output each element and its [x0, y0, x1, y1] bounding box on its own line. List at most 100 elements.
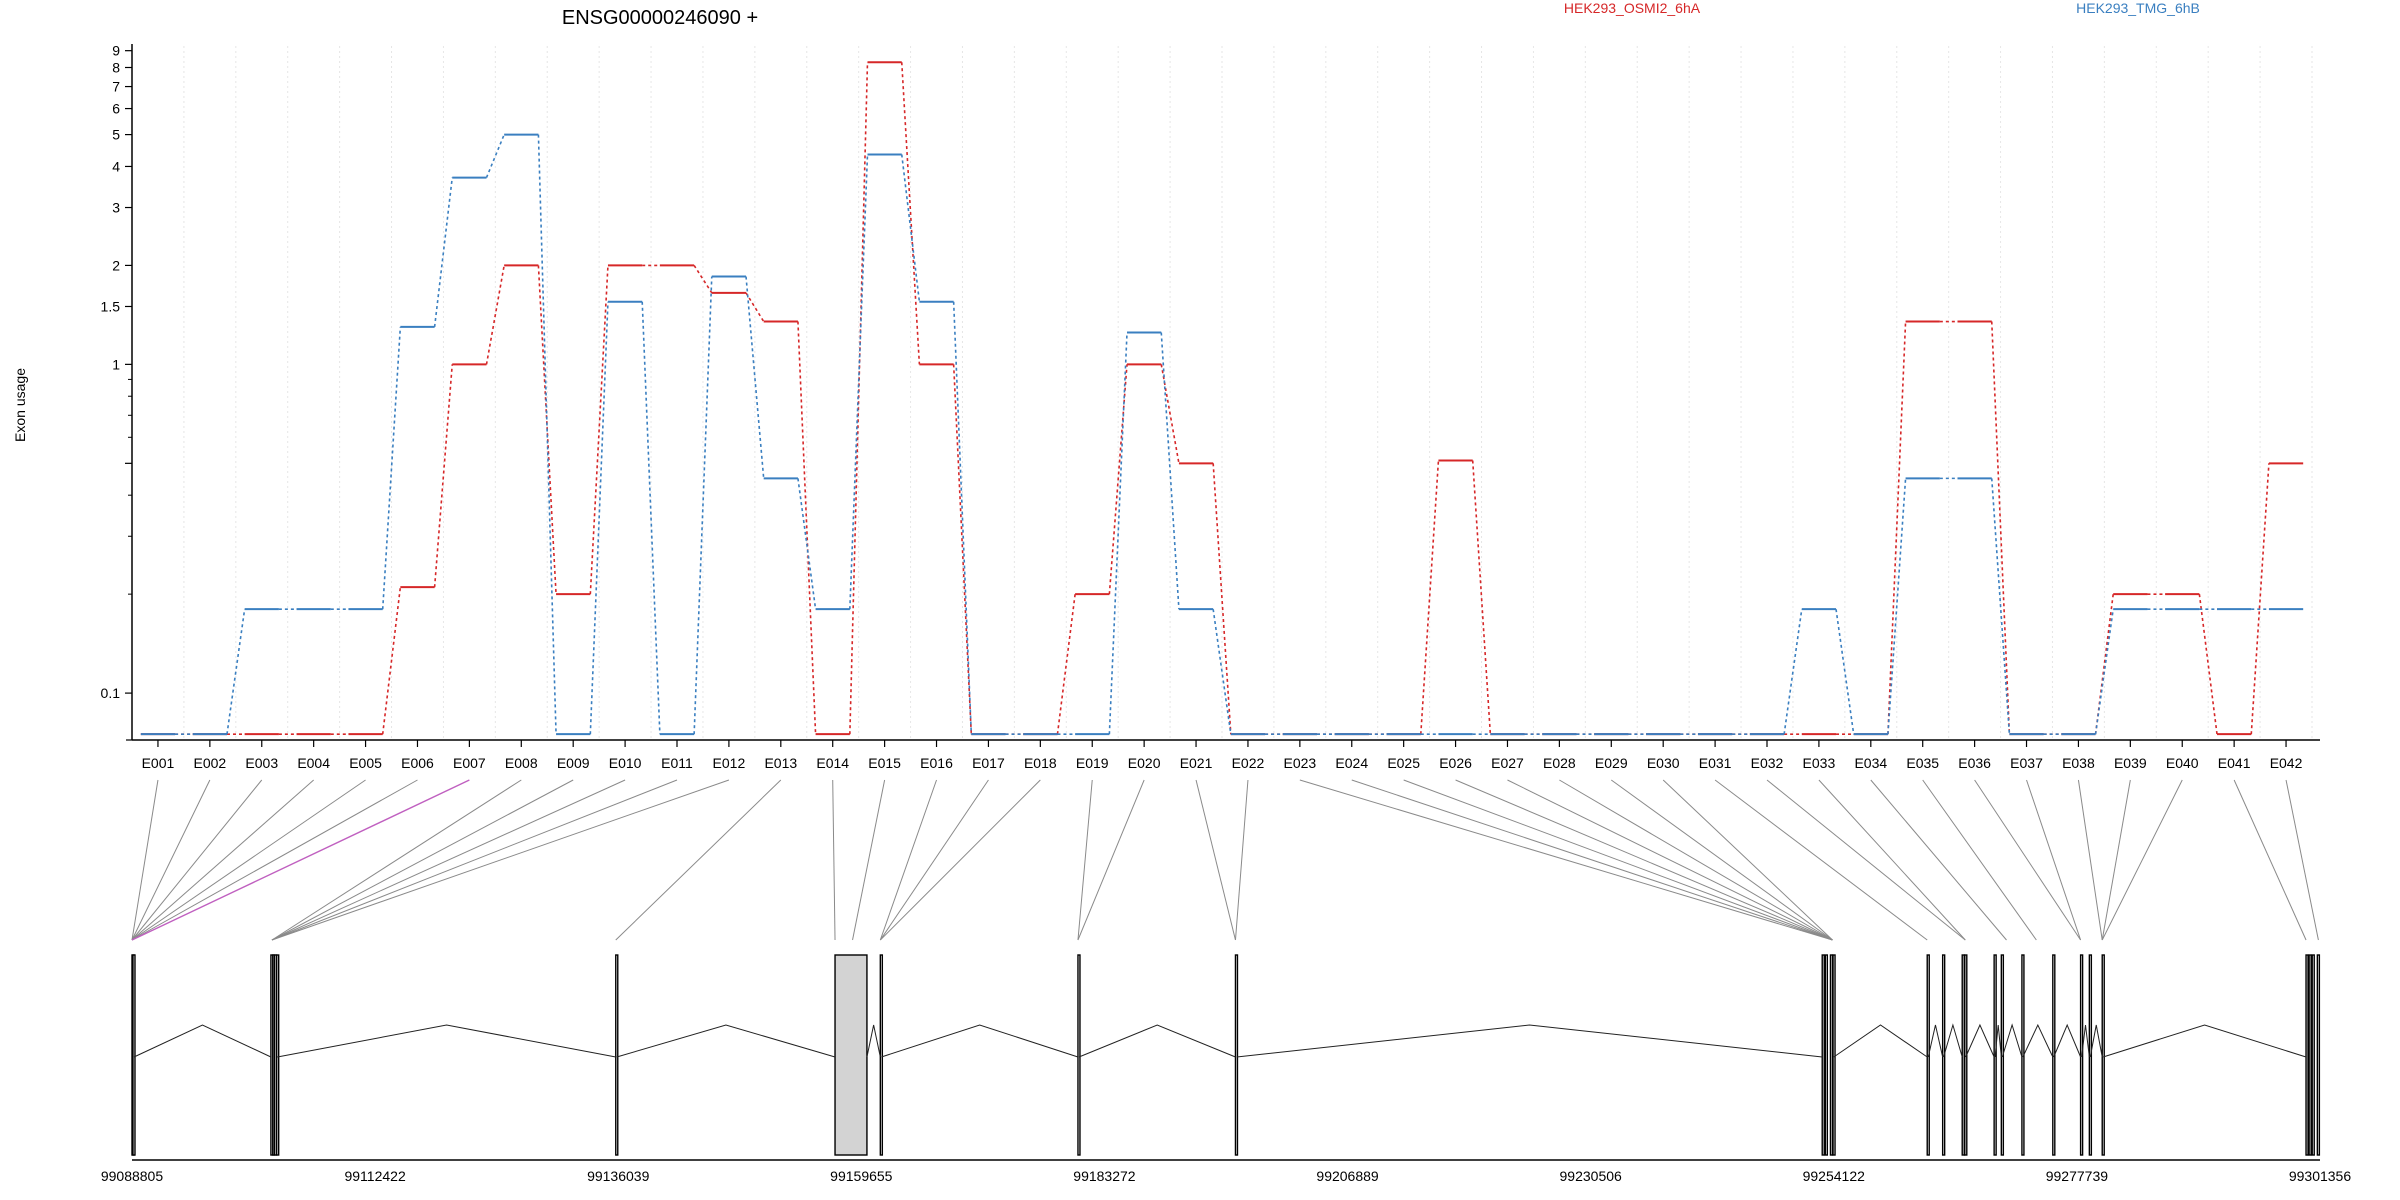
x-tick-label-e024: E024	[1335, 755, 1368, 771]
gene-model-panel: 99088805 99112422 99136039 99159655 99183272…	[101, 779, 2351, 1184]
usage-connector	[1056, 594, 1076, 735]
x-tick-label-e015: E015	[868, 755, 901, 771]
intron-line	[1943, 1023, 1963, 1058]
exon-link-line	[271, 779, 730, 941]
exon-block	[1821, 954, 1825, 1156]
usage-connector	[1160, 364, 1180, 464]
intron-line	[2089, 1024, 2103, 1058]
genomic-coordinate-label: 99230506	[1560, 1168, 1623, 1184]
intron-line	[1994, 1024, 2002, 1058]
usage-connector	[1887, 478, 1907, 735]
usage-connector	[485, 134, 505, 178]
exon-link-line	[1714, 779, 1928, 941]
x-tick-label-e038: E038	[2062, 755, 2095, 771]
exon-link-line	[131, 779, 263, 941]
exon-link-line	[615, 779, 782, 941]
intron-line	[2053, 1023, 2082, 1058]
y-tick-label: 8	[112, 59, 120, 75]
genomic-coordinate-label: 99206889	[1316, 1168, 1379, 1184]
x-tick-label-e036: E036	[1958, 755, 1991, 771]
intron-line	[277, 1024, 616, 1058]
y-tick-label: 0.1	[101, 685, 121, 701]
exon-block	[879, 954, 884, 1156]
legend-entry-series-b: HEK293_TMG_6hB	[2076, 0, 2200, 16]
x-tick-label-e008: E008	[505, 755, 538, 771]
x-tick-label-e011: E011	[661, 755, 693, 771]
genomic-coordinate-label: 99183272	[1073, 1168, 1136, 1184]
exon-block	[1961, 954, 1965, 1156]
usage-connector	[1887, 321, 1907, 735]
x-tick-label-e040: E040	[2166, 755, 2199, 771]
usage-connector	[2250, 463, 2270, 735]
y-tick-label: 9	[112, 43, 120, 59]
x-tick-label-e009: E009	[557, 755, 590, 771]
genomic-coordinate-label: 99254122	[1803, 1168, 1866, 1184]
x-tick-label-e030: E030	[1647, 755, 1680, 771]
x-tick-label-e007: E007	[453, 755, 486, 771]
x-tick-label-e003: E003	[245, 755, 278, 771]
series-b	[140, 133, 2304, 736]
intron-line	[1833, 1024, 1928, 1058]
exon-link-line	[1077, 779, 1093, 941]
x-tick-label-e002: E002	[194, 755, 227, 771]
usage-connector	[641, 301, 661, 735]
x-tick-label-e019: E019	[1076, 755, 1109, 771]
intron-line	[866, 1024, 881, 1058]
exon-link-line	[271, 779, 522, 941]
exon-link-line	[1234, 779, 1249, 941]
x-tick-label-e020: E020	[1128, 755, 1161, 771]
y-tick-label: 5	[112, 127, 120, 143]
exon-link-line	[2101, 779, 2183, 941]
x-tick-label-e033: E033	[1803, 755, 1836, 771]
exon-link-line	[879, 779, 1041, 941]
intron-line	[2022, 1023, 2054, 1058]
exon-link-line	[1766, 779, 1966, 941]
intron-line	[1078, 1024, 1236, 1058]
exon-link-line	[879, 779, 937, 941]
usage-connector	[589, 301, 609, 735]
usage-connector	[2198, 594, 2218, 735]
exon-link-line	[2026, 779, 2082, 941]
usage-connector	[693, 264, 713, 294]
exon-link-line	[2285, 779, 2319, 941]
x-tick-label-e026: E026	[1439, 755, 1472, 771]
usage-connector	[745, 276, 765, 479]
usage-connector	[433, 364, 454, 588]
usage-connector	[1212, 463, 1232, 735]
intron-line	[1236, 1024, 1823, 1058]
genomic-coordinate-label: 99112422	[344, 1168, 405, 1184]
x-tick-label-e018: E018	[1024, 755, 1057, 771]
x-tick-label-e034: E034	[1854, 755, 1887, 771]
intron-line	[1965, 1023, 1995, 1058]
usage-connector	[797, 321, 817, 735]
usage-connector	[381, 326, 402, 610]
x-tick-label-e022: E022	[1232, 755, 1265, 771]
y-tick-label: 1	[112, 356, 120, 372]
usage-connector	[1471, 460, 1492, 735]
x-tick-label-e006: E006	[401, 755, 434, 771]
exon-block	[132, 954, 136, 1156]
y-tick-label: 6	[112, 101, 120, 117]
legend-entry-series-a: HEK293_OSMI2_6hA	[1564, 0, 1701, 16]
usage-connector	[1990, 478, 2011, 735]
plot-area: 0.1 1 1.5 2 3 4 5 6 7 89 E001 E002 E003 E004 E005 E006 E…	[101, 43, 2320, 771]
exon-link-line	[2101, 779, 2131, 941]
x-tick-label-e013: E013	[764, 755, 797, 771]
exon-link-line	[1507, 779, 1833, 941]
chart-title: ENSG00000246090 +	[562, 7, 758, 29]
exon-block	[2316, 954, 2321, 1156]
usage-connector	[1108, 332, 1128, 735]
exon-block	[1077, 954, 1081, 1156]
exon-block	[1832, 954, 1836, 1156]
x-tick-label-e029: E029	[1595, 755, 1628, 771]
exon-link-line	[271, 779, 678, 941]
exon-block	[1824, 954, 1829, 1156]
usage-connector	[2094, 594, 2114, 735]
usage-connector	[1990, 321, 2011, 735]
x-tick-label-e042: E042	[2270, 755, 2303, 771]
exon-link-line	[2233, 779, 2307, 941]
genomic-coordinate-label: 99159655	[830, 1168, 893, 1184]
exon-link-line	[1077, 779, 1145, 941]
exon-link-line	[1922, 779, 2037, 941]
exon-block	[615, 954, 619, 1156]
